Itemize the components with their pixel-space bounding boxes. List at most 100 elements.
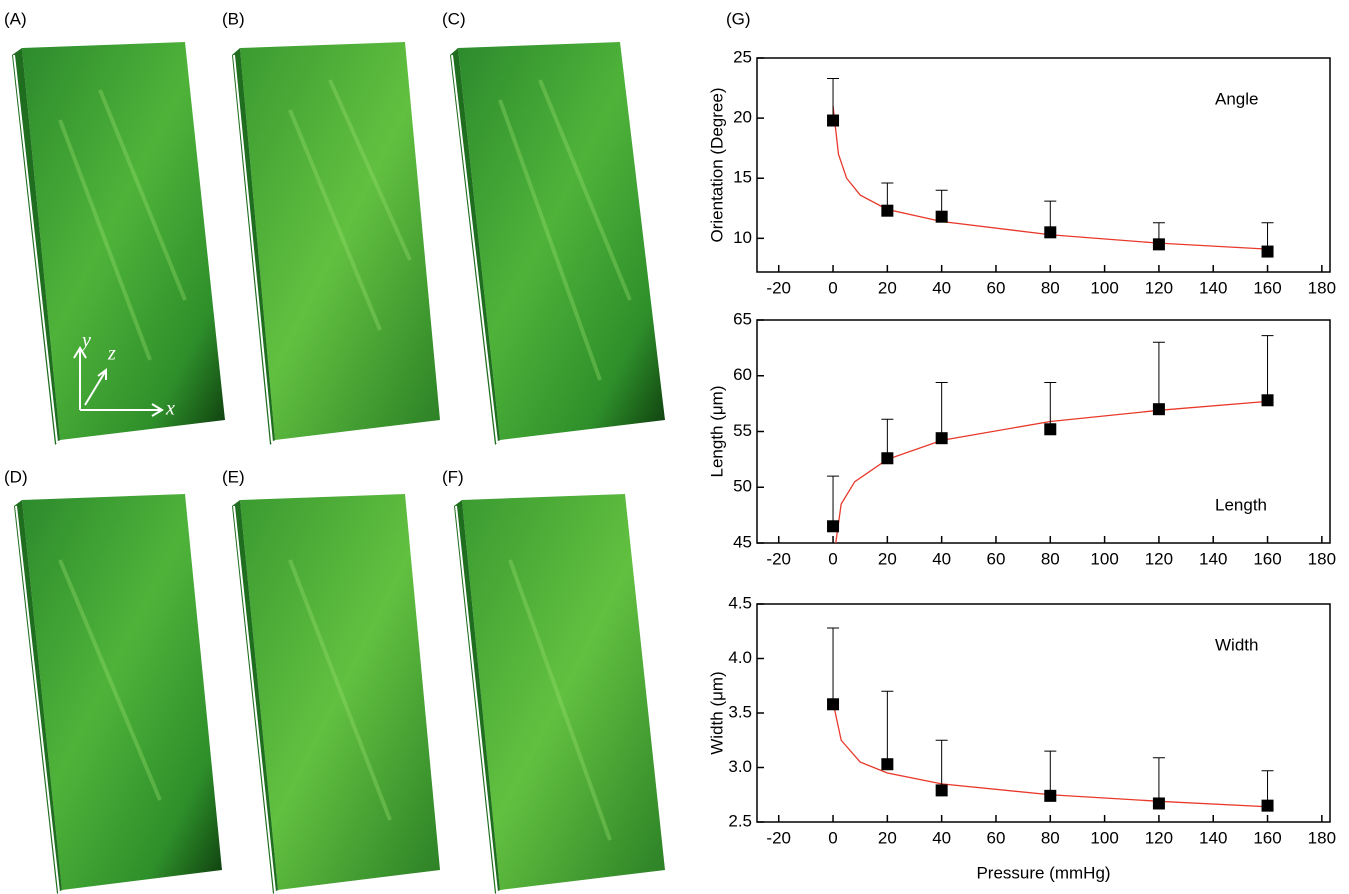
x-tick-label: 120 [1145, 549, 1173, 568]
image [462, 494, 665, 890]
x-tick-label: 160 [1253, 278, 1281, 297]
image [240, 42, 440, 440]
point [1152, 238, 1165, 251]
x-tick-label: 180 [1308, 828, 1336, 847]
x-tick-label: 160 [1253, 549, 1281, 568]
panel-label: (D) [4, 467, 28, 486]
y-tick-label: 55 [733, 421, 752, 440]
y-tick-label: 50 [733, 477, 752, 496]
image-edge [13, 54, 226, 444]
x-tick-label: 140 [1199, 278, 1227, 297]
error-bar [1261, 335, 1274, 401]
y-tick-label: 20 [733, 108, 752, 127]
annotation: Angle [1215, 89, 1258, 108]
point [1044, 226, 1057, 239]
annotation: Width [1215, 635, 1258, 654]
point [1044, 789, 1057, 802]
fibers [58, 79, 632, 841]
point [827, 698, 840, 711]
y-axis-title: Width (μm) [707, 671, 726, 754]
x-tick-label: 20 [878, 828, 897, 847]
point [1152, 403, 1165, 416]
error-bar [881, 418, 894, 459]
x-tick-label: 160 [1253, 828, 1281, 847]
axis-letter: y [80, 330, 91, 352]
y-tick-label: 4.0 [728, 648, 752, 667]
point [935, 210, 948, 223]
x-tick-label: 180 [1308, 549, 1336, 568]
x-tick-label: 100 [1090, 828, 1118, 847]
panel-label: (F) [442, 467, 464, 486]
y-tick-label: 65 [733, 309, 752, 328]
x-tick-label: -20 [766, 278, 791, 297]
y-tick-label: 3.0 [728, 757, 752, 776]
x-tick-label: 0 [828, 278, 837, 297]
point [1261, 799, 1274, 812]
point [881, 452, 894, 465]
x-tick-label: 140 [1199, 828, 1227, 847]
image-edge [233, 54, 441, 444]
x-tick-label: 140 [1199, 549, 1227, 568]
x-tick-label: 120 [1145, 828, 1173, 847]
point [827, 114, 840, 127]
error-bar [827, 77, 840, 121]
axis-letter: x [165, 398, 175, 420]
error-bar [935, 381, 948, 439]
error-bar [827, 475, 840, 527]
y-tick-label: 60 [733, 365, 752, 384]
x-tick-label: 40 [932, 828, 951, 847]
image [240, 494, 440, 890]
x-tick-label: 20 [878, 278, 897, 297]
x-tick-label: 80 [1041, 828, 1060, 847]
panel-label: (B) [222, 9, 245, 28]
x-tick-label: 0 [828, 828, 837, 847]
image-edge [233, 505, 441, 894]
x-axis-title: Pressure (mmHg) [976, 863, 1110, 882]
error-bar [1044, 381, 1057, 430]
point [881, 758, 894, 771]
point [881, 204, 894, 217]
x-tick-label: 120 [1145, 278, 1173, 297]
x-tick-label: -20 [766, 828, 791, 847]
x-tick-label: 180 [1308, 278, 1336, 297]
y-tick-label: 10 [733, 228, 752, 247]
point [827, 520, 840, 533]
fit-curve [835, 400, 1268, 544]
axis-letter: z [107, 343, 116, 365]
y-axis-title: Orientation (Degree) [707, 88, 726, 243]
error-bar [935, 739, 948, 791]
panel-label: (A) [4, 9, 27, 28]
x-tick-label: -20 [766, 549, 791, 568]
image-edge [455, 505, 666, 894]
error-bar [1044, 750, 1057, 796]
annotation: Length [1215, 495, 1267, 514]
x-tick-label: 40 [932, 549, 951, 568]
point [1261, 394, 1274, 407]
point [1152, 797, 1165, 810]
y-tick-label: 45 [733, 532, 752, 551]
x-tick-label: 80 [1041, 549, 1060, 568]
x-tick-label: 20 [878, 549, 897, 568]
x-tick-label: 60 [987, 278, 1006, 297]
point [1261, 245, 1274, 258]
x-tick-label: 60 [987, 549, 1006, 568]
image-edge [15, 505, 223, 894]
point [935, 432, 948, 445]
point [935, 784, 948, 797]
x-tick-label: 40 [932, 278, 951, 297]
y-tick-label: 25 [733, 47, 752, 66]
axes-icon [73, 346, 164, 417]
error-bar [881, 690, 894, 765]
x-tick-label: 0 [828, 549, 837, 568]
y-tick-label: 4.5 [728, 593, 752, 612]
x-tick-label: 80 [1041, 278, 1060, 297]
panel-label: (C) [442, 9, 466, 28]
y-tick-label: 15 [733, 168, 752, 187]
error-bar [1152, 341, 1165, 410]
y-axis-title: Length (μm) [707, 386, 726, 478]
y-tick-label: 2.5 [728, 811, 752, 830]
image [22, 42, 225, 440]
x-tick-label: 60 [987, 828, 1006, 847]
